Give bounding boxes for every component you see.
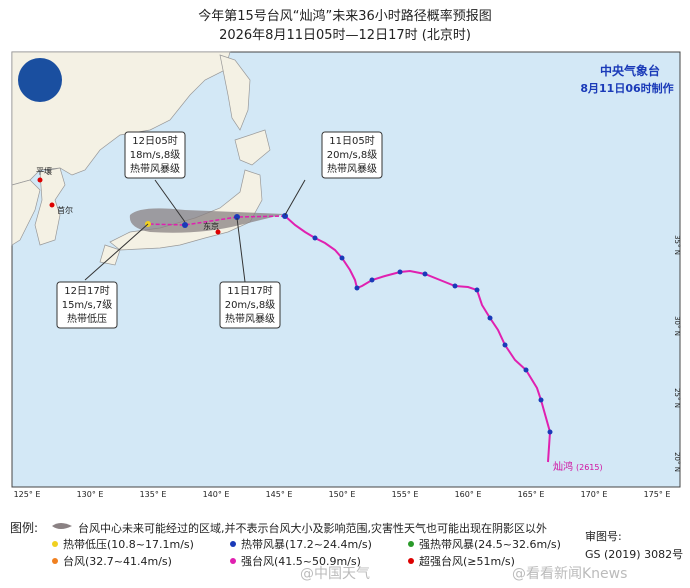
lat-label: 25° N	[673, 388, 681, 408]
legend-title: 图例:	[10, 521, 38, 535]
legend-item: 超强台风(≥51m/s)	[419, 554, 515, 568]
legend-dot	[52, 541, 58, 547]
callout-level: 热带风暴级	[130, 162, 180, 175]
legend-item: 强台风(41.5~50.9m/s)	[241, 554, 361, 568]
lon-label: 170° E	[581, 490, 608, 499]
callout-wind: 20m/s,8级	[327, 149, 378, 161]
legend-dot	[408, 541, 414, 547]
place-label: 首尔	[57, 205, 73, 215]
city-dot	[37, 177, 43, 183]
land-sakhalin	[219, 54, 251, 131]
past-track	[284, 215, 552, 463]
typhoon-code: (2615)	[576, 463, 603, 472]
land-china	[11, 179, 41, 246]
callout-box	[56, 281, 118, 329]
legend: 图例: 台风中心未来可能经过的区域,并不表示台风大小及影响范围,灾害性天气也可能…	[2, 514, 688, 586]
legend-item: 热带低压(10.8~17.1m/s)	[63, 538, 194, 551]
callout-wind: 15m/s,7级	[62, 299, 113, 311]
lon-label: 155° E	[392, 490, 419, 499]
watermark: @看看新闻Knews	[512, 566, 627, 582]
callout-box	[219, 281, 281, 329]
lon-label: 135° E	[140, 490, 167, 499]
watermark: @中国天气	[300, 566, 370, 582]
lat-label: 35° N	[673, 235, 681, 255]
lon-label: 175° E	[644, 490, 671, 499]
lon-label: 125° E	[14, 490, 41, 499]
typhoon-name: 灿鸿	[553, 460, 573, 473]
city-dot	[49, 202, 55, 208]
legend-cone	[52, 523, 72, 529]
legend-box	[2, 514, 688, 586]
agency: 中央气象台	[600, 63, 660, 78]
lat-label: 30° N	[673, 316, 681, 336]
callout-level: 热带低压	[67, 312, 107, 325]
legend-dot	[408, 558, 414, 564]
callout-box	[124, 131, 186, 179]
subtitle: 2026年8月11日05时—12日17时 (北京时)	[219, 28, 471, 43]
title: 今年第15号台风“灿鸿”未来36小时路径概率预报图	[198, 8, 492, 24]
probability-cone	[129, 208, 285, 233]
city-dot	[215, 229, 221, 235]
land-mainland	[11, 51, 231, 186]
lon-label: 165° E	[518, 490, 545, 499]
place-label: 东京	[203, 221, 219, 231]
place-label: 平壤	[36, 166, 52, 176]
legend-dot	[230, 558, 236, 564]
callout-wind: 20m/s,8级	[225, 299, 276, 311]
callout-lines	[84, 179, 306, 283]
callout-time: 11日05时	[329, 135, 374, 147]
callout-box	[321, 131, 383, 179]
land-hokkaido	[234, 129, 271, 166]
lon-label: 145° E	[266, 490, 293, 499]
legend-dot	[52, 558, 58, 564]
callout-level: 热带风暴级	[225, 312, 275, 325]
lon-label: 140° E	[203, 490, 230, 499]
callout-level: 热带风暴级	[327, 162, 377, 175]
review-label: 审图号:	[585, 529, 622, 543]
lon-label: 130° E	[77, 490, 104, 499]
logo	[18, 58, 62, 102]
lat-label: 20° N	[673, 452, 681, 472]
track-points	[182, 213, 553, 435]
callout-wind: 18m/s,8级	[130, 149, 181, 161]
review-code: GS (2019) 3082号	[585, 548, 683, 561]
legend-item: 强热带风暴(24.5~32.6m/s)	[419, 538, 561, 551]
forecast-track	[147, 215, 286, 226]
issued: 8月11日06时制作	[580, 81, 673, 95]
callout-time: 12日17时	[64, 285, 109, 297]
callout-time: 12日05时	[132, 135, 177, 147]
legend-cone-text: 台风中心未来可能经过的区域,并不表示台风大小及影响范围,灾害性天气也可能出现在阴…	[78, 521, 547, 535]
land-kyushu	[99, 244, 121, 266]
lon-label: 150° E	[329, 490, 356, 499]
legend-item: 台风(32.7~41.4m/s)	[63, 554, 172, 568]
lon-label: 160° E	[455, 490, 482, 499]
legend-item: 热带风暴(17.2~24.4m/s)	[241, 538, 372, 551]
callout-time: 11日17时	[227, 285, 272, 297]
legend-dot	[230, 541, 236, 547]
map: 平壤 首尔 东京 灿鸿 (2615) 中央气象台 8月11日06时制作 12日0…	[11, 51, 681, 499]
